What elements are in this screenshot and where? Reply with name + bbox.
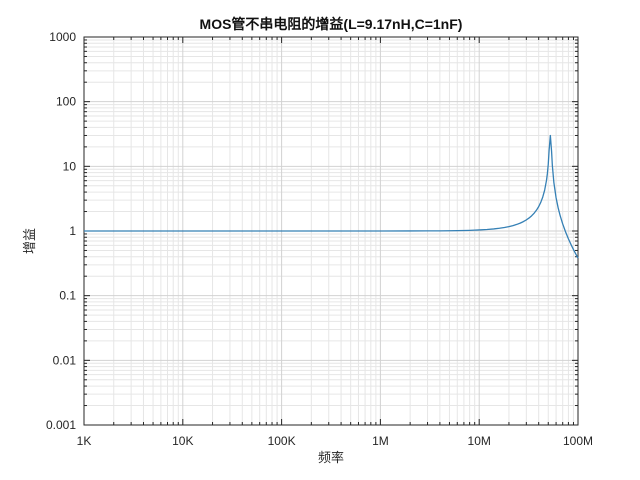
x-tick-label: 1M <box>372 434 389 448</box>
x-tick-label: 100M <box>563 434 593 448</box>
y-tick-label: 0.01 <box>53 353 77 367</box>
x-tick-label: 100K <box>268 434 296 448</box>
x-axis-label: 频率 <box>317 450 344 465</box>
y-tick-label: 1 <box>69 224 76 238</box>
y-tick-label: 10 <box>63 159 77 173</box>
x-tick-label: 10M <box>468 434 491 448</box>
x-tick-label: 1K <box>77 434 92 448</box>
y-tick-label: 0.001 <box>46 418 76 432</box>
y-tick-label: 1000 <box>49 30 76 44</box>
y-tick-label: 100 <box>56 95 76 109</box>
gain-curve <box>84 134 579 259</box>
tick-labels: 1K 10K 100K 1M 10M 100M 1000 100 10 1 0.1 0.01 0.001 <box>46 30 593 448</box>
y-tick-label: 0.1 <box>59 289 76 303</box>
chart-title: MOS管不串电阻的增益(L=9.17nH,C=1nF) <box>199 16 463 32</box>
x-tick-label: 10K <box>172 434 193 448</box>
